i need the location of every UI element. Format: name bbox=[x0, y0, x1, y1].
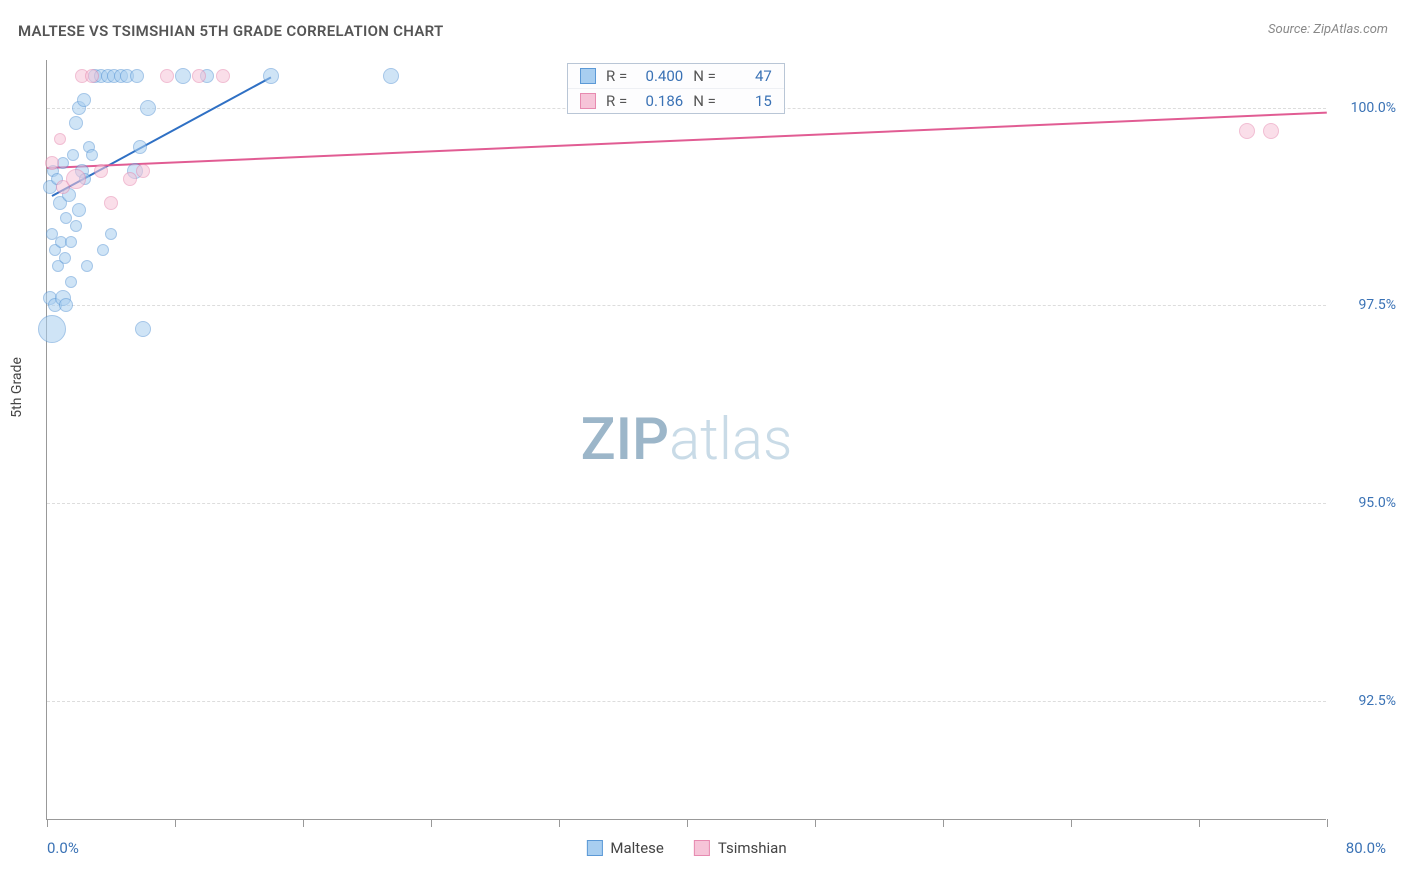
stats-row-2: R = 0.186 N = 15 bbox=[568, 88, 784, 113]
data-point bbox=[105, 228, 117, 240]
data-point bbox=[160, 69, 174, 83]
data-point bbox=[136, 164, 150, 178]
data-point bbox=[45, 156, 59, 170]
stats-r-label: R = bbox=[606, 67, 627, 85]
x-tick bbox=[175, 819, 176, 827]
data-point bbox=[175, 68, 191, 84]
data-point bbox=[66, 169, 86, 189]
data-point bbox=[140, 100, 156, 116]
x-tick bbox=[687, 819, 688, 827]
gridline-h bbox=[47, 701, 1326, 702]
data-point bbox=[67, 149, 79, 161]
legend: Maltese Tsimshian bbox=[586, 839, 786, 857]
data-point bbox=[77, 93, 91, 107]
legend-swatch-1 bbox=[586, 840, 602, 856]
watermark-part1: ZIP bbox=[581, 406, 669, 474]
data-point bbox=[59, 298, 73, 312]
x-tick bbox=[943, 819, 944, 827]
plot-area: 5th Grade 92.5%95.0%97.5%100.0% 0.0% 80.… bbox=[46, 60, 1326, 820]
legend-item-1: Maltese bbox=[586, 839, 663, 857]
data-point bbox=[38, 315, 66, 343]
stats-r-value-1: 0.400 bbox=[637, 67, 683, 85]
legend-label-2: Tsimshian bbox=[718, 839, 787, 857]
data-point bbox=[263, 68, 279, 84]
data-point bbox=[85, 69, 99, 83]
y-tick-label: 100.0% bbox=[1336, 100, 1396, 116]
data-point bbox=[69, 116, 83, 130]
x-tick bbox=[431, 819, 432, 827]
data-point bbox=[192, 69, 206, 83]
watermark-part2: atlas bbox=[669, 406, 792, 474]
data-point bbox=[383, 68, 399, 84]
stats-r-value-2: 0.186 bbox=[637, 92, 683, 110]
x-tick bbox=[559, 819, 560, 827]
x-axis-max-label: 80.0% bbox=[1346, 839, 1386, 857]
legend-swatch-2 bbox=[694, 840, 710, 856]
trendline-series2 bbox=[47, 111, 1327, 168]
x-tick bbox=[1199, 819, 1200, 827]
stats-n-value-2: 15 bbox=[726, 92, 772, 110]
data-point bbox=[72, 203, 86, 217]
data-point bbox=[97, 244, 109, 256]
stats-box: R = 0.400 N = 47 R = 0.186 N = 15 bbox=[567, 63, 785, 114]
y-tick-label: 97.5% bbox=[1336, 297, 1396, 313]
x-tick bbox=[47, 819, 48, 827]
data-point bbox=[104, 196, 118, 210]
data-point bbox=[70, 220, 82, 232]
x-axis-min-label: 0.0% bbox=[47, 839, 79, 857]
y-tick-label: 95.0% bbox=[1336, 495, 1396, 511]
data-point bbox=[54, 133, 66, 145]
data-point bbox=[123, 172, 137, 186]
data-point bbox=[1263, 123, 1279, 139]
legend-item-2: Tsimshian bbox=[694, 839, 787, 857]
y-tick-label: 92.5% bbox=[1336, 693, 1396, 709]
data-point bbox=[65, 276, 77, 288]
data-point bbox=[135, 321, 151, 337]
gridline-h bbox=[47, 305, 1326, 306]
data-point bbox=[130, 69, 144, 83]
x-tick bbox=[1071, 819, 1072, 827]
y-axis-label: 5th Grade bbox=[9, 357, 25, 418]
data-point bbox=[81, 260, 93, 272]
legend-label-1: Maltese bbox=[610, 839, 663, 857]
watermark: ZIPatlas bbox=[581, 406, 793, 474]
x-tick bbox=[303, 819, 304, 827]
data-point bbox=[216, 69, 230, 83]
stats-n-value-1: 47 bbox=[726, 67, 772, 85]
chart-title: MALTESE VS TSIMSHIAN 5TH GRADE CORRELATI… bbox=[18, 22, 444, 40]
data-point bbox=[59, 252, 71, 264]
data-point bbox=[86, 149, 98, 161]
data-point bbox=[65, 236, 77, 248]
stats-swatch-2 bbox=[580, 93, 596, 109]
x-tick bbox=[1327, 819, 1328, 827]
gridline-h bbox=[47, 503, 1326, 504]
source-label: Source: ZipAtlas.com bbox=[1268, 22, 1388, 37]
stats-n-label: N = bbox=[693, 67, 716, 85]
stats-n-label: N = bbox=[693, 92, 716, 110]
stats-row-1: R = 0.400 N = 47 bbox=[568, 64, 784, 88]
data-point bbox=[133, 140, 147, 154]
stats-swatch-1 bbox=[580, 68, 596, 84]
stats-r-label: R = bbox=[606, 92, 627, 110]
x-tick bbox=[815, 819, 816, 827]
data-point bbox=[94, 164, 108, 178]
data-point bbox=[1239, 123, 1255, 139]
